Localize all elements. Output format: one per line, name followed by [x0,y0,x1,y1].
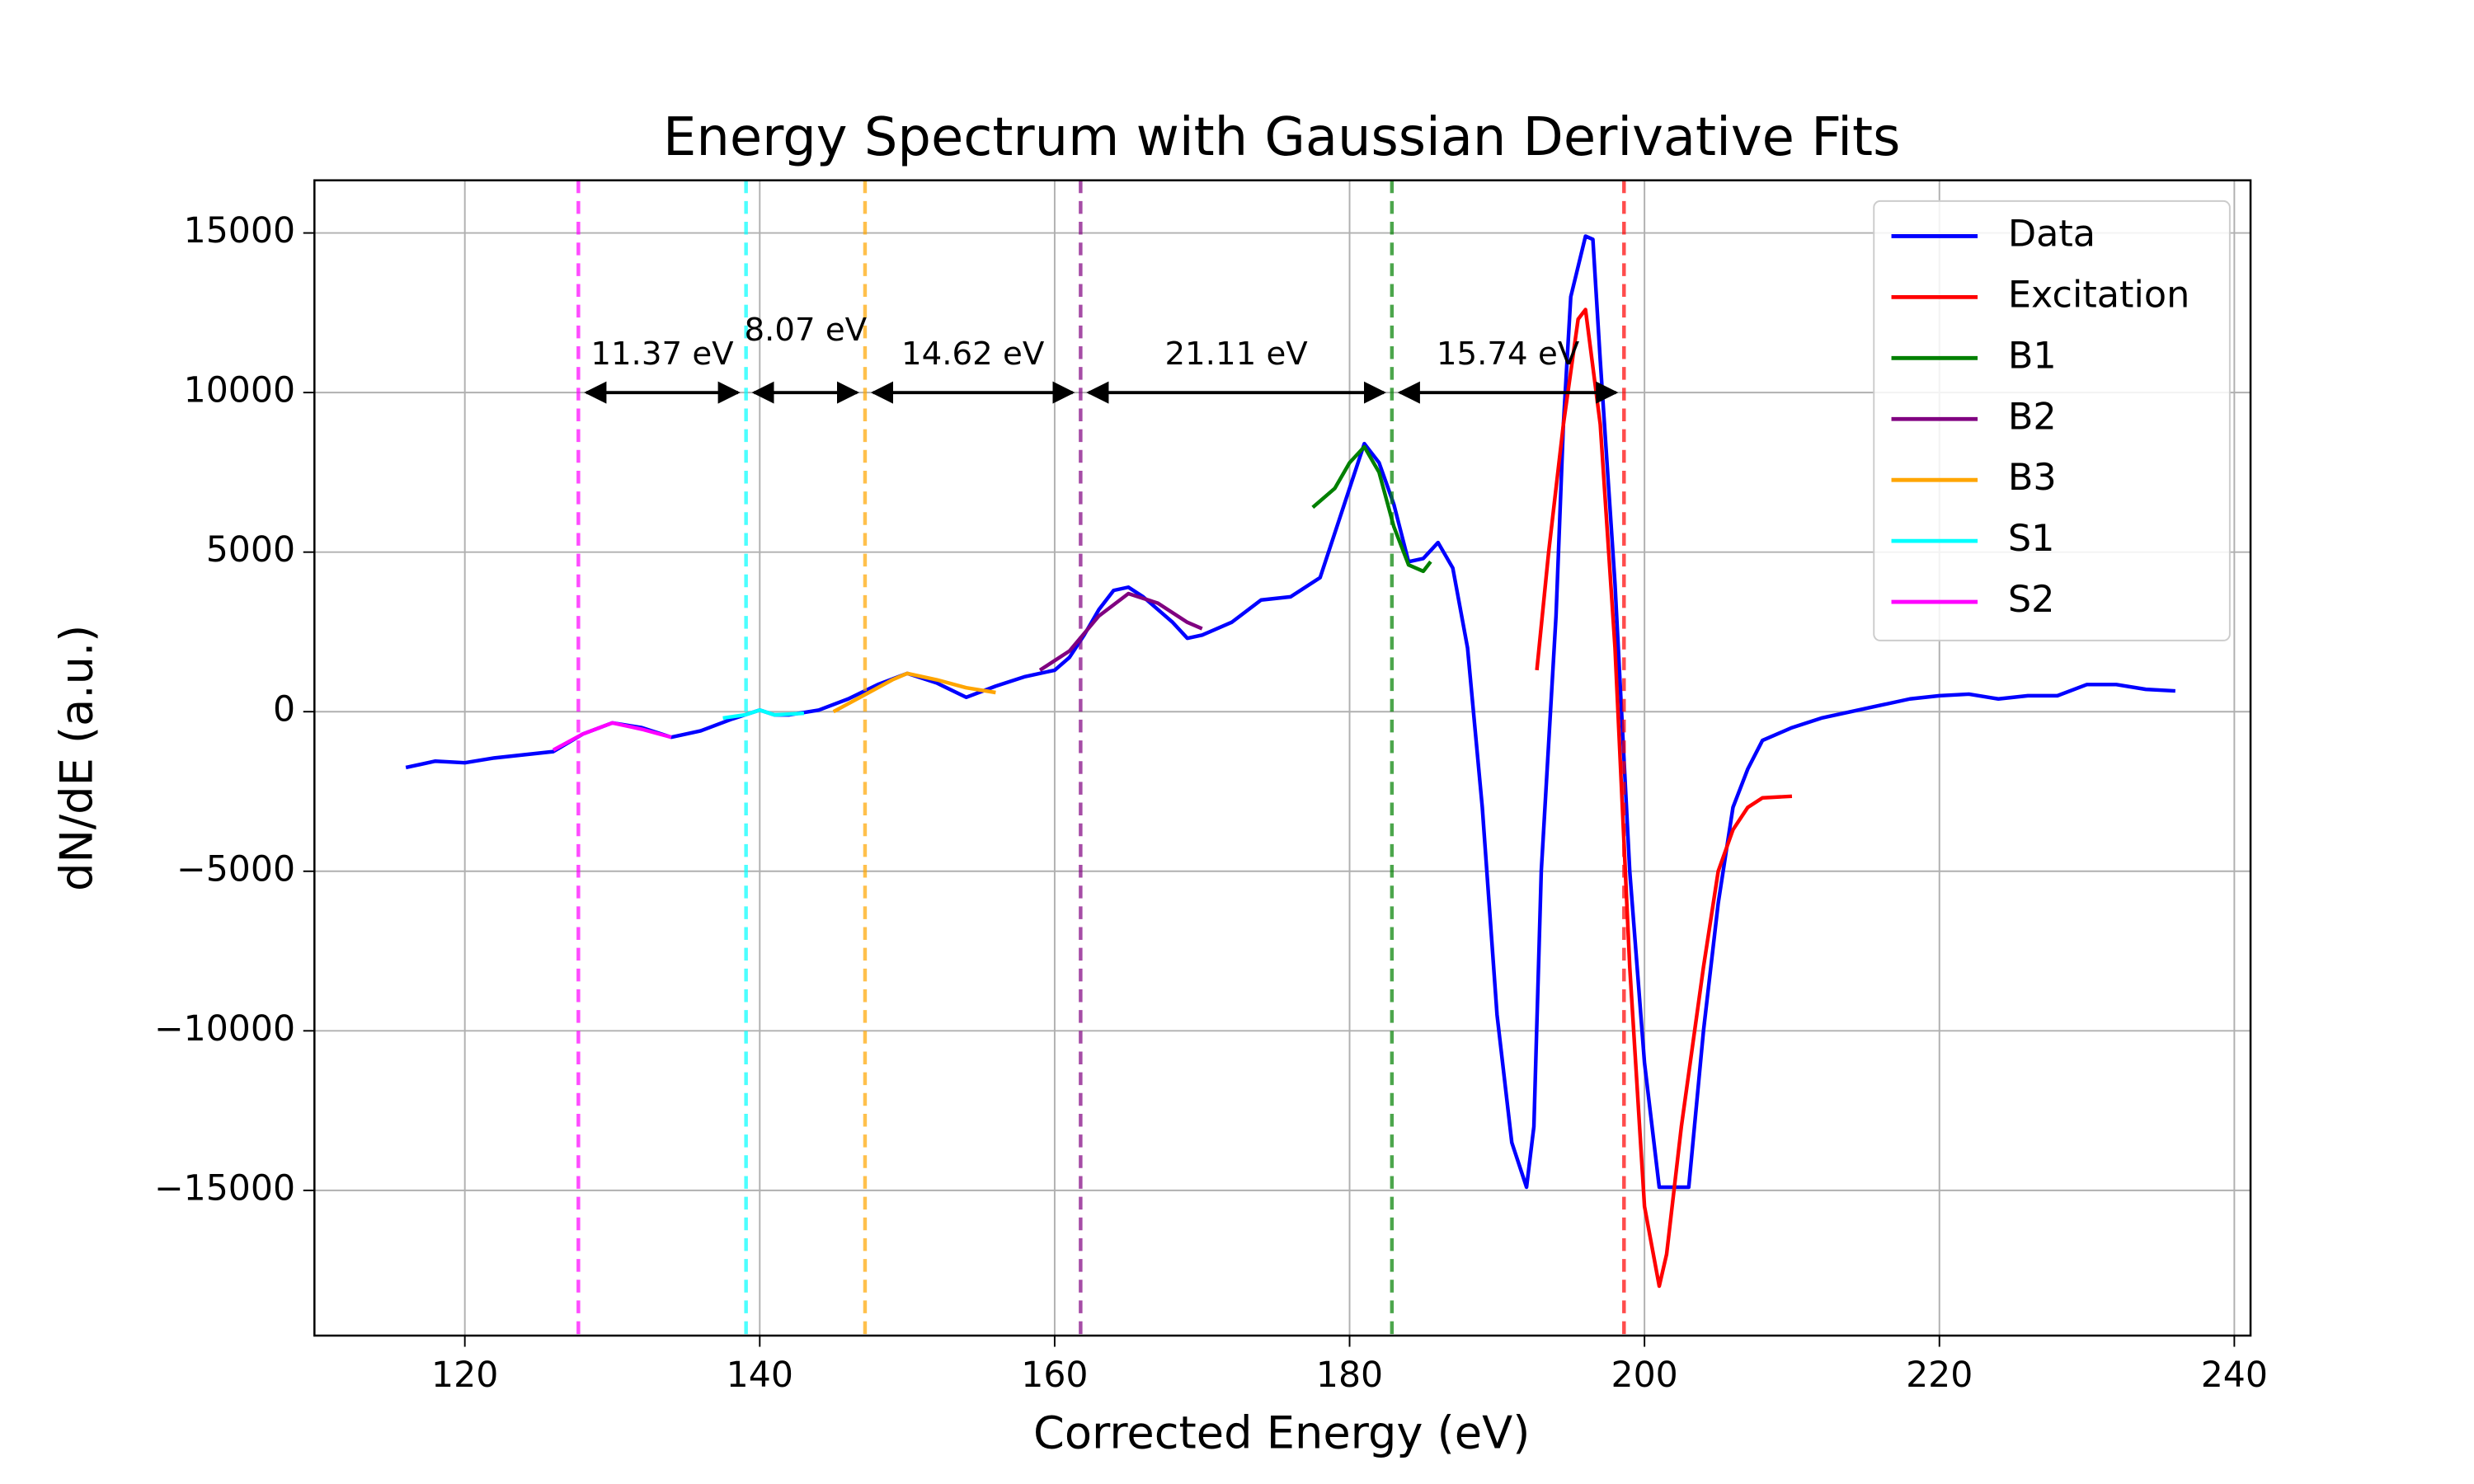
series-line [1535,308,1793,1289]
legend-label: S1 [2008,518,2055,560]
series-line [1038,591,1203,672]
x-axis-label: Corrected Energy (eV) [1033,1407,1530,1459]
y-tick-label: 0 [273,689,295,730]
legend-label: B3 [2008,457,2057,499]
annotation-label: 14.62 eV [901,336,1045,373]
chart-title: Energy Spectrum with Gaussian Derivative… [663,107,1900,168]
legend-label: Excitation [2008,274,2189,316]
series-line [552,721,672,752]
x-tick-label: 160 [1021,1355,1088,1396]
x-tick-label: 180 [1316,1355,1383,1396]
x-tick-label: 220 [1906,1355,1973,1396]
y-axis-label: dN/dE (a.u.) [50,625,102,891]
legend-label: S2 [2008,579,2055,621]
y-tick-label: 15000 [184,210,295,251]
plot-frame [313,179,2252,1337]
y-tick-label: −5000 [176,848,295,890]
y-tick-label: −15000 [154,1167,295,1209]
annotation-label: 15.74 eV [1437,336,1580,373]
y-tick-label: 5000 [206,529,295,571]
legend-label: Data [2008,213,2095,255]
series-layer [405,180,2175,1336]
series-line [1311,444,1432,574]
legend-label: B2 [2008,396,2057,438]
annotation-label: 8.07 eV [744,312,867,349]
series-line [722,708,805,721]
x-tick-label: 140 [727,1355,793,1396]
annotation-label: 21.11 eV [1164,336,1308,373]
y-tick-label: −10000 [154,1008,295,1050]
x-tick-label: 200 [1611,1355,1677,1396]
annotation-label: 11.37 eV [590,336,734,373]
legend-label: B1 [2008,335,2057,377]
x-tick-label: 120 [431,1355,498,1396]
series-line [832,671,996,714]
legend-box [1873,200,2231,641]
y-tick-label: 10000 [184,370,295,411]
x-tick-label: 240 [2201,1355,2268,1396]
